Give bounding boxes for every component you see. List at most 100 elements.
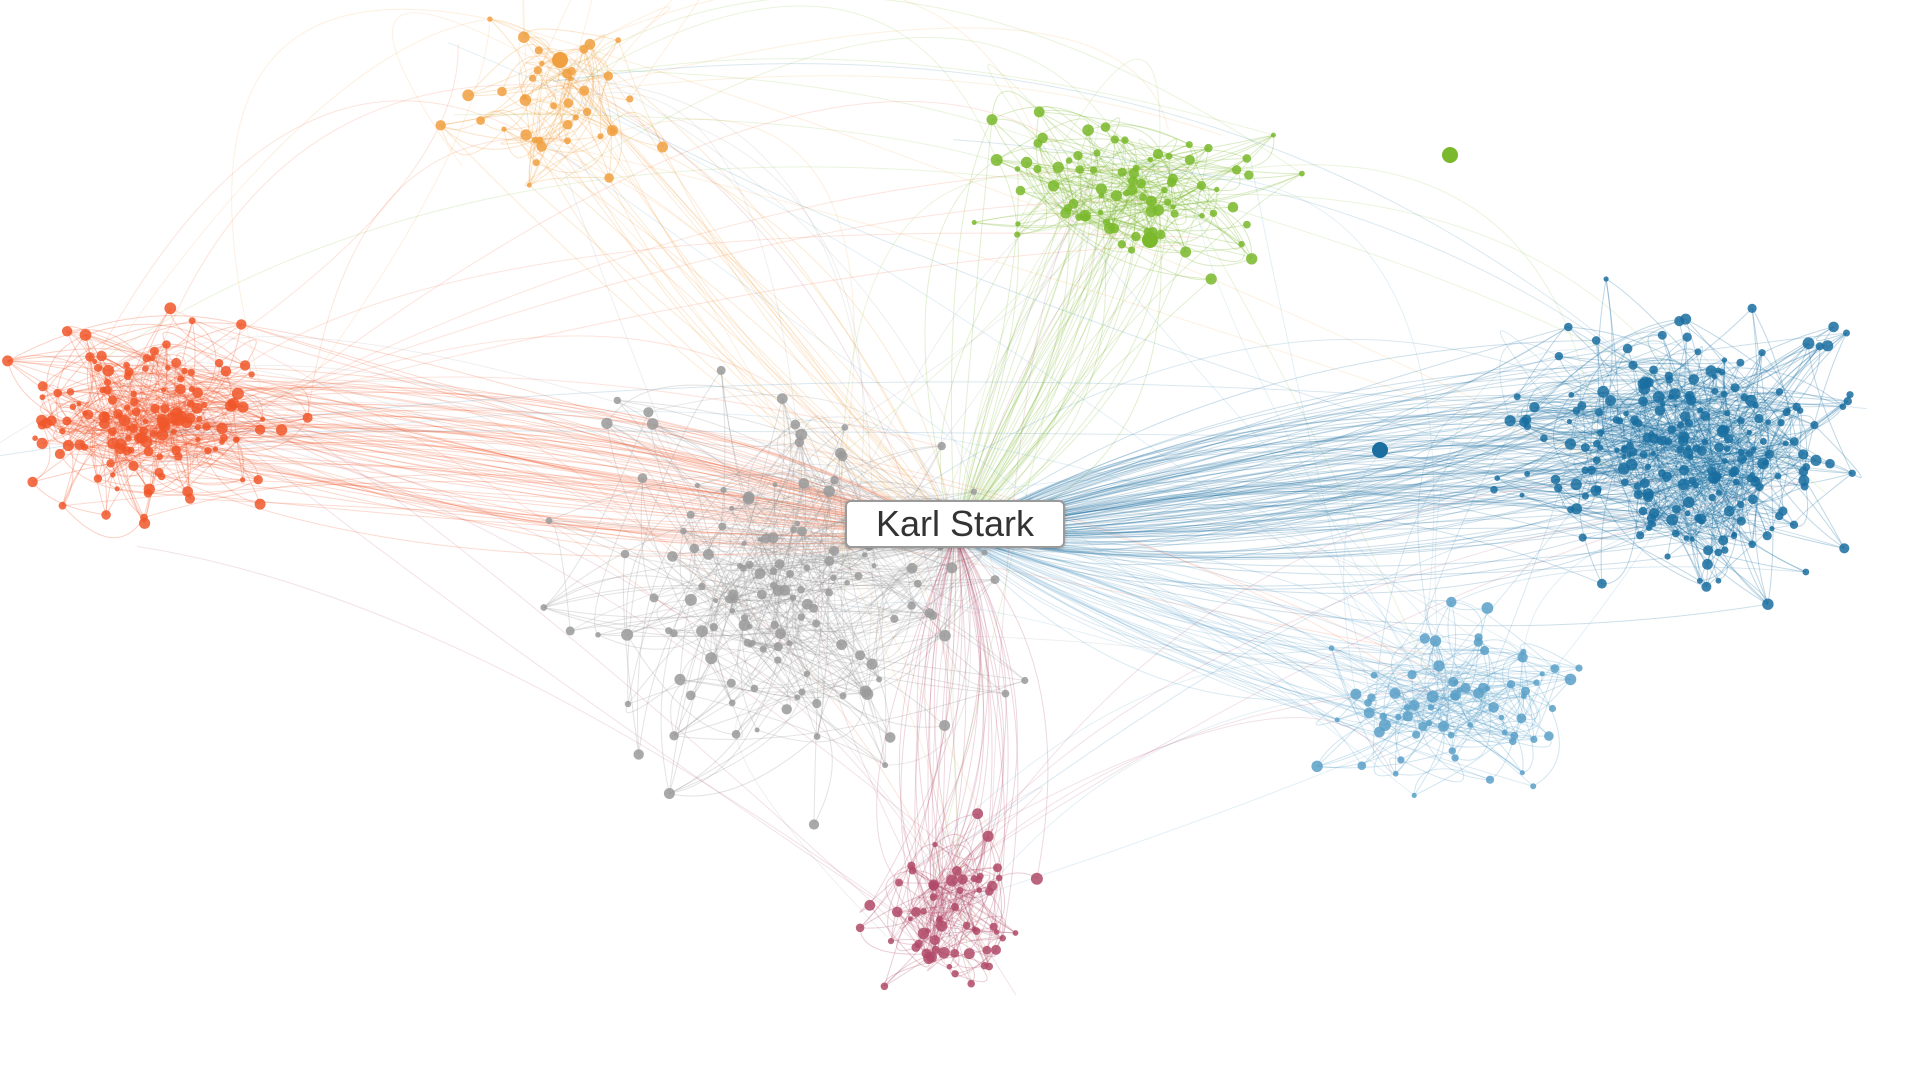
node[interactable]	[674, 673, 686, 686]
node[interactable]	[1605, 395, 1616, 407]
node[interactable]	[188, 317, 196, 325]
node[interactable]	[1622, 343, 1633, 354]
node[interactable]	[937, 915, 943, 921]
node[interactable]	[1244, 170, 1254, 180]
node[interactable]	[1633, 482, 1642, 490]
node[interactable]	[1571, 503, 1582, 515]
node[interactable]	[937, 441, 946, 451]
node[interactable]	[1684, 419, 1694, 428]
node[interactable]	[1097, 209, 1104, 216]
node[interactable]	[1822, 340, 1834, 352]
node[interactable]	[142, 418, 149, 425]
node[interactable]	[80, 443, 89, 451]
node[interactable]	[812, 619, 821, 628]
node[interactable]	[970, 488, 977, 495]
node[interactable]	[906, 562, 918, 574]
node[interactable]	[1683, 496, 1695, 508]
node[interactable]	[951, 970, 959, 978]
node[interactable]	[1001, 689, 1010, 698]
node[interactable]	[1694, 514, 1702, 522]
node[interactable]	[164, 302, 177, 315]
node[interactable]	[225, 400, 237, 412]
node[interactable]	[1643, 491, 1654, 503]
node[interactable]	[150, 403, 160, 414]
node[interactable]	[1367, 693, 1376, 702]
node[interactable]	[170, 428, 177, 435]
node[interactable]	[1412, 730, 1421, 739]
node[interactable]	[565, 626, 575, 636]
node[interactable]	[698, 582, 706, 591]
node[interactable]	[1677, 478, 1690, 491]
node[interactable]	[1030, 872, 1043, 885]
node[interactable]	[795, 428, 808, 441]
node[interactable]	[1728, 468, 1738, 478]
node[interactable]	[572, 114, 579, 121]
node[interactable]	[58, 501, 67, 510]
node[interactable]	[989, 922, 998, 932]
node[interactable]	[1127, 176, 1138, 187]
node[interactable]	[963, 948, 975, 960]
node[interactable]	[990, 154, 1003, 166]
node[interactable]	[37, 381, 48, 392]
node[interactable]	[93, 474, 103, 483]
node[interactable]	[487, 16, 493, 22]
node[interactable]	[529, 74, 537, 82]
node[interactable]	[686, 690, 696, 701]
node[interactable]	[175, 384, 186, 395]
node[interactable]	[1839, 543, 1850, 554]
node[interactable]	[1238, 240, 1245, 248]
node[interactable]	[540, 604, 548, 611]
node[interactable]	[1623, 410, 1629, 417]
node[interactable]	[1581, 492, 1589, 500]
node[interactable]	[1519, 492, 1525, 498]
node[interactable]	[797, 585, 805, 594]
node[interactable]	[797, 526, 807, 537]
node[interactable]	[130, 390, 137, 398]
node[interactable]	[876, 676, 883, 683]
node[interactable]	[1758, 349, 1766, 357]
node[interactable]	[1636, 531, 1645, 540]
node[interactable]	[113, 409, 123, 419]
node[interactable]	[895, 878, 903, 887]
node[interactable]	[686, 510, 695, 519]
node[interactable]	[1402, 710, 1413, 722]
node[interactable]	[1523, 422, 1532, 431]
node[interactable]	[1108, 223, 1120, 234]
node[interactable]	[604, 173, 614, 183]
node[interactable]	[1350, 688, 1362, 700]
node[interactable]	[1843, 329, 1850, 337]
node[interactable]	[1427, 704, 1435, 711]
node[interactable]	[1711, 374, 1717, 380]
node[interactable]	[140, 513, 148, 522]
node[interactable]	[1227, 201, 1239, 213]
node[interactable]	[1796, 407, 1804, 414]
node[interactable]	[1392, 770, 1399, 777]
node[interactable]	[1714, 442, 1724, 453]
node[interactable]	[1666, 513, 1679, 526]
node[interactable]	[1021, 676, 1029, 685]
node[interactable]	[1033, 138, 1043, 148]
node[interactable]	[1110, 135, 1119, 144]
node[interactable]	[1075, 165, 1084, 174]
node[interactable]	[1334, 717, 1340, 723]
node[interactable]	[1789, 437, 1799, 446]
node[interactable]	[663, 788, 675, 799]
node[interactable]	[1418, 721, 1428, 731]
node[interactable]	[1504, 415, 1516, 427]
node[interactable]	[1654, 405, 1666, 416]
node[interactable]	[1015, 185, 1026, 196]
node[interactable]	[66, 388, 75, 396]
node[interactable]	[130, 397, 139, 407]
node[interactable]	[1777, 419, 1785, 427]
node[interactable]	[1426, 690, 1439, 703]
node[interactable]	[96, 350, 107, 362]
node[interactable]	[938, 947, 950, 959]
node[interactable]	[1453, 679, 1459, 686]
node[interactable]	[234, 436, 240, 442]
node[interactable]	[759, 645, 767, 653]
node[interactable]	[1668, 388, 1681, 400]
node[interactable]	[212, 446, 219, 452]
node[interactable]	[1782, 440, 1789, 447]
node[interactable]	[871, 563, 877, 569]
node[interactable]	[597, 133, 604, 140]
